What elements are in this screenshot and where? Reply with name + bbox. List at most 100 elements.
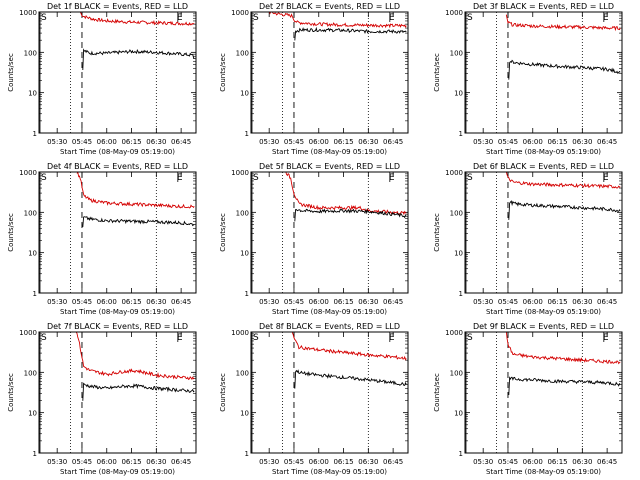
y-tick-label: 10 [28,250,37,258]
x-axis-label: Start Time (08-May-09 05:19:00) [486,468,601,476]
plot-frame [250,171,409,294]
y-tick-label: 1 [459,450,463,458]
start-marker-label: S [253,173,259,183]
plot-frame [38,331,197,454]
y-axis-label: Counts/sec [7,373,15,412]
x-tick-label: 05:45 [284,298,304,306]
plot-frame [38,171,197,294]
x-tick-label: 05:30 [47,298,67,306]
y-tick-label: 1000 [231,169,249,177]
x-axis-label: Start Time (08-May-09 05:19:00) [60,468,175,476]
lld-series-line [76,172,195,209]
events-series-line [82,382,195,401]
y-tick-label: 1000 [19,329,37,337]
x-tick-label: 06:45 [383,138,403,146]
start-marker-label: S [253,13,259,23]
y-tick-label: 10 [454,90,463,98]
y-tick-label: 100 [24,369,37,377]
events-series-line [294,369,407,389]
plot-frame [38,11,197,134]
y-tick-label: 10 [454,410,463,418]
x-tick-label: 06:30 [146,138,166,146]
y-tick-label: 1000 [231,329,249,337]
y-tick-label: 1 [33,290,37,298]
end-marker-label: E [603,173,609,183]
chart-title: Det 7f BLACK = Events, RED = LLD [47,322,188,331]
y-tick-label: 1 [459,130,463,138]
y-axis-label: Counts/sec [433,53,441,92]
start-marker-label: S [253,333,259,343]
events-series-line [294,208,407,222]
start-marker-label: S [41,333,47,343]
x-tick-label: 06:00 [309,138,329,146]
chart-panel: Det 3f BLACK = Events, RED = LLD Counts/s… [433,2,623,156]
chart-panel: Det 8f BLACK = Events, RED = LLD Counts/s… [219,322,409,476]
x-tick-label: 06:45 [171,458,191,466]
x-tick-label: 05:45 [284,138,304,146]
chart-title: Det 3f BLACK = Events, RED = LLD [473,2,614,11]
y-tick-label: 100 [236,369,249,377]
x-tick-label: 06:00 [309,458,329,466]
y-tick-label: 1000 [19,9,37,17]
y-tick-label: 1000 [445,329,463,337]
x-tick-label: 06:45 [171,298,191,306]
y-axis-label: Counts/sec [7,213,15,252]
x-tick-label: 06:15 [333,298,353,306]
x-axis-label: Start Time (08-May-09 05:19:00) [272,468,387,476]
y-tick-label: 1 [459,290,463,298]
plot-frame [250,11,409,134]
y-tick-label: 100 [236,209,249,217]
end-marker-label: E [389,13,395,23]
y-tick-label: 10 [240,250,249,258]
x-tick-label: 05:45 [498,298,518,306]
lld-series-line [255,12,407,29]
y-tick-label: 1000 [445,9,463,17]
y-tick-label: 1 [245,130,249,138]
chart-panel: Det 7f BLACK = Events, RED = LLD Counts/s… [7,322,197,476]
y-tick-label: 10 [28,90,37,98]
y-tick-label: 1000 [231,9,249,17]
lld-series-line [291,332,407,361]
y-tick-label: 100 [450,369,463,377]
x-tick-label: 06:30 [572,298,592,306]
x-tick-label: 05:45 [72,458,92,466]
start-marker-label: S [467,333,473,343]
plot-frame [464,11,623,134]
x-tick-label: 06:00 [97,138,117,146]
y-axis-label: Counts/sec [219,373,227,412]
x-axis-label: Start Time (08-May-09 05:19:00) [272,148,387,156]
y-tick-label: 1000 [445,169,463,177]
events-series-line [294,26,407,41]
y-tick-label: 100 [450,49,463,57]
x-tick-label: 05:45 [284,458,304,466]
y-tick-label: 100 [450,209,463,217]
x-tick-label: 06:45 [597,458,617,466]
x-axis-label: Start Time (08-May-09 05:19:00) [60,308,175,316]
x-tick-label: 06:30 [572,138,592,146]
lld-series-line [505,14,621,32]
start-marker-label: S [41,13,47,23]
x-tick-label: 06:00 [309,298,329,306]
x-tick-label: 06:15 [121,458,141,466]
x-tick-label: 05:30 [259,298,279,306]
x-tick-label: 05:30 [259,458,279,466]
y-tick-label: 10 [240,90,249,98]
x-tick-label: 06:15 [547,458,567,466]
x-tick-label: 05:30 [47,138,67,146]
x-tick-label: 06:00 [97,298,117,306]
x-axis-label: Start Time (08-May-09 05:19:00) [272,308,387,316]
y-axis-label: Counts/sec [7,53,15,92]
lld-series-line [505,332,621,365]
chart-title: Det 2f BLACK = Events, RED = LLD [259,2,400,11]
end-marker-label: E [177,13,183,23]
start-marker-label: S [467,13,473,23]
lld-series-line [39,332,195,381]
chart-title: Det 5f BLACK = Events, RED = LLD [259,162,400,171]
y-axis-label: Counts/sec [219,53,227,92]
y-tick-label: 1000 [19,169,37,177]
y-tick-label: 10 [454,250,463,258]
x-tick-label: 06:15 [547,298,567,306]
x-tick-label: 06:15 [547,138,567,146]
x-tick-label: 06:00 [523,458,543,466]
